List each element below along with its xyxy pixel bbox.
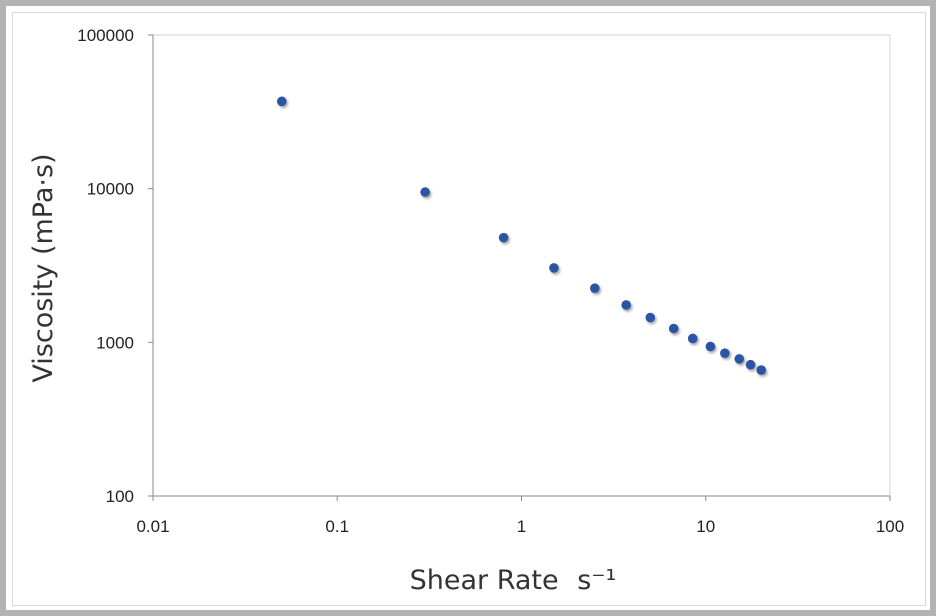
x-tick-label: 1 [517,517,526,536]
y-tick-label: 100000 [77,26,134,45]
x-tick-label: 10 [696,517,715,536]
data-point [590,283,600,294]
data-point [420,187,430,197]
data-point [276,96,287,107]
y-tick-label: 1000 [96,333,134,352]
data-point [720,348,730,358]
data-point [621,300,631,310]
plot-area [152,34,891,497]
y-tick-label: 10000 [87,180,134,199]
data-point [668,323,679,334]
x-tick-label: 0.01 [136,517,169,536]
data-point [745,359,756,370]
data-point [734,354,745,364]
data-point [645,312,656,323]
chart-frame-inner [12,12,926,606]
data-point [549,263,559,273]
data-points [276,96,767,375]
axes [148,34,891,501]
x-tick-label: 0.1 [325,517,349,536]
x-axis-title: Shear Rate s⁻¹ [410,565,617,596]
y-tick-label: 100 [106,487,134,506]
data-point [756,365,767,375]
data-point [705,341,716,352]
data-point [687,333,698,344]
x-tick-label: 100 [876,517,904,536]
y-axis-title: Viscosity (mPa·s) [28,153,59,382]
tick-labels: 0.01 0.1 1 10 100 100 1000 10000 100000 [77,26,904,536]
data-point [498,232,509,243]
plot-border [152,34,891,497]
